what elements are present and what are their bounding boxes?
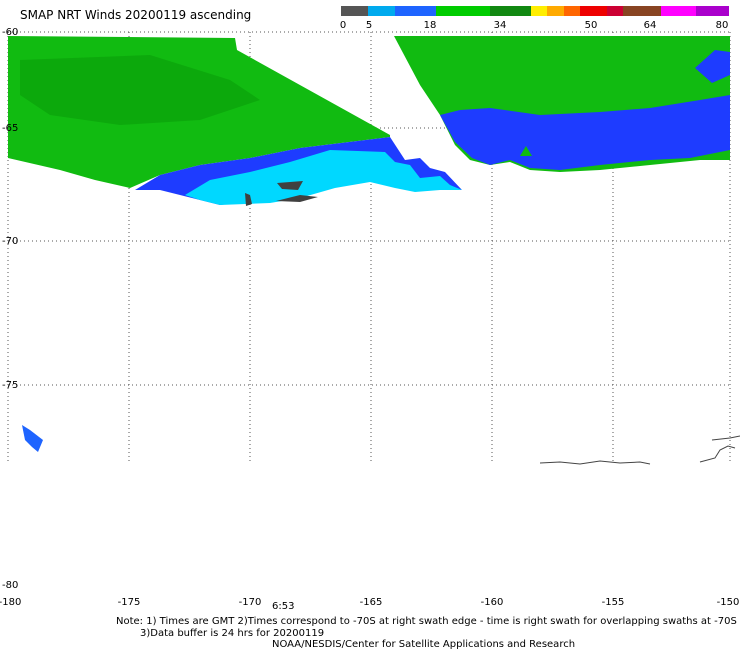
colorbar-segment [490, 6, 531, 16]
lat-label-75: -75 [2, 380, 19, 391]
isolated-wind-patch [22, 425, 43, 452]
lon-label-160: -160 [480, 597, 504, 608]
map-title: SMAP NRT Winds 20200119 ascending [20, 8, 252, 22]
lon-label-170: -170 [238, 597, 262, 608]
colorbar-segment [563, 6, 580, 16]
coastline [539, 435, 740, 465]
left-swath-dark-green [20, 55, 260, 125]
lon-label-175: -175 [117, 597, 141, 608]
lon-label-165: -165 [359, 597, 383, 608]
land-patch-3 [245, 193, 252, 206]
colorbar-segment [435, 6, 491, 16]
colorbar-label: 50 [584, 20, 598, 31]
colorbar-label: 5 [365, 20, 373, 31]
colorbar-segment [395, 6, 436, 16]
swath-time-label: 6:53 [272, 601, 295, 612]
note-line-1: Note: 1) Times are GMT 2)Times correspon… [116, 616, 737, 627]
colorbar-label: 64 [643, 20, 657, 31]
colorbar-label: 80 [715, 20, 729, 31]
right-swath-top-blue [695, 50, 730, 83]
lat-label-70: -70 [2, 236, 19, 247]
colorbar-segment [547, 6, 564, 16]
land-patch-2 [276, 195, 318, 202]
colorbar-segment [341, 6, 369, 16]
right-swath-blue [440, 95, 730, 170]
land-patch-1 [277, 181, 303, 190]
lon-label-155: -155 [601, 597, 625, 608]
colorbar-segment [530, 6, 548, 16]
note-line-3: NOAA/NESDIS/Center for Satellite Applica… [272, 639, 576, 650]
left-swath [8, 36, 462, 206]
colorbar-label: 34 [493, 20, 507, 31]
colorbar-segment [623, 6, 662, 16]
left-swath-cyan [185, 150, 462, 205]
lat-label-65: -65 [2, 123, 19, 134]
lon-label-180: -180 [0, 597, 22, 608]
colorbar-segment [368, 6, 396, 16]
note-line-2: 3)Data buffer is 24 hrs for 20200119 [140, 628, 325, 639]
colorbar-segment [696, 6, 730, 16]
colorbar-labels: 0 5 18 34 50 64 80 [0, 20, 740, 34]
wind-speed-colorbar [341, 6, 730, 16]
right-swath-green-spot [520, 146, 532, 156]
colorbar-segment [661, 6, 697, 16]
colorbar-segment [606, 6, 624, 16]
lat-label-60: -60 [2, 27, 19, 38]
colorbar-label: 18 [423, 20, 437, 31]
right-swath [394, 36, 730, 172]
lon-label-150: -150 [716, 597, 740, 608]
colorbar-segment [579, 6, 607, 16]
colorbar-label: 0 [339, 20, 347, 31]
lat-label-80: -80 [2, 580, 19, 591]
